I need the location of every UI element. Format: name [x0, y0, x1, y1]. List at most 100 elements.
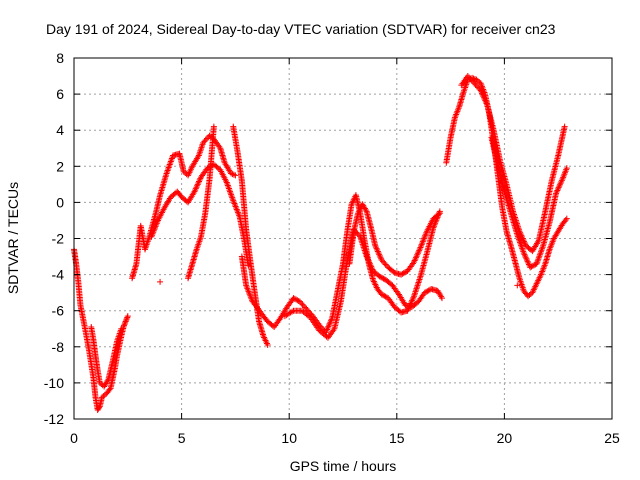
- data-point: [381, 292, 388, 299]
- data-point: [480, 94, 487, 101]
- data-point: [121, 321, 128, 328]
- data-point: [373, 245, 380, 252]
- data-point: [522, 252, 529, 259]
- data-point: [418, 241, 425, 248]
- data-point: [475, 84, 482, 91]
- data-point: [123, 315, 130, 322]
- data-point: [327, 317, 334, 324]
- data-points: [71, 73, 570, 413]
- data-point: [203, 135, 210, 142]
- data-point: [152, 223, 159, 230]
- data-point: [409, 297, 416, 304]
- data-point: [192, 185, 199, 192]
- data-point: [202, 136, 209, 143]
- data-point: [248, 295, 255, 302]
- data-point: [412, 254, 419, 261]
- data-point: [415, 248, 422, 255]
- data-point: [196, 177, 203, 184]
- data-point: [467, 75, 474, 82]
- data-point: [374, 247, 381, 254]
- y-tick-label: 6: [56, 86, 64, 102]
- data-point: [418, 243, 425, 250]
- data-point: [422, 231, 429, 238]
- data-point: [464, 73, 471, 80]
- data-point: [438, 295, 445, 302]
- data-point: [201, 138, 208, 145]
- data-point: [304, 307, 311, 314]
- data-point: [419, 238, 426, 245]
- data-point: [367, 262, 374, 269]
- data-point: [235, 210, 242, 217]
- data-point: [191, 188, 198, 195]
- data-point: [529, 262, 536, 269]
- chart-title: Day 191 of 2024, Sidereal Day-to-day VTE…: [46, 21, 556, 37]
- data-point: [473, 83, 480, 90]
- data-point: [481, 96, 488, 103]
- data-point: [556, 183, 563, 190]
- data-point: [398, 271, 405, 278]
- data-point: [555, 184, 562, 191]
- data-point: [421, 289, 428, 296]
- data-point: [423, 288, 430, 295]
- data-point: [525, 260, 532, 267]
- data-point: [293, 296, 300, 303]
- data-point: [264, 341, 271, 348]
- x-tick-label: 5: [178, 430, 186, 446]
- data-point: [121, 322, 128, 329]
- data-point: [196, 178, 203, 185]
- data-point: [232, 203, 239, 210]
- data-point: [400, 270, 407, 277]
- y-tick-label: 2: [56, 158, 64, 174]
- data-point: [325, 323, 332, 330]
- data-point: [479, 90, 486, 97]
- data-point: [527, 264, 534, 271]
- data-point: [149, 232, 156, 239]
- data-point: [390, 268, 397, 275]
- data-point: [408, 299, 415, 306]
- data-point: [366, 259, 373, 266]
- data-point: [378, 291, 385, 298]
- data-point: [300, 303, 307, 310]
- data-point: [519, 234, 526, 241]
- data-point: [436, 210, 443, 217]
- y-tick-label: -8: [52, 339, 65, 355]
- series-trace-e: [185, 123, 217, 282]
- data-point: [556, 181, 563, 188]
- data-point: [230, 199, 237, 206]
- data-point: [412, 256, 419, 263]
- data-point: [289, 308, 296, 315]
- data-point: [381, 260, 388, 267]
- data-point: [414, 251, 421, 258]
- data-point: [234, 207, 241, 214]
- data-point: [303, 305, 310, 312]
- data-point: [414, 250, 421, 257]
- data-point: [468, 77, 475, 84]
- data-point: [122, 318, 129, 325]
- x-tick-label: 20: [497, 430, 513, 446]
- data-point: [380, 292, 387, 299]
- data-point: [123, 317, 130, 324]
- data-point: [122, 319, 129, 326]
- data-point: [302, 304, 309, 311]
- data-point: [553, 188, 560, 195]
- data-point: [96, 404, 103, 411]
- series-trace-a: [71, 246, 131, 413]
- x-tick-label: 25: [604, 430, 620, 446]
- data-point: [479, 91, 486, 98]
- data-point: [232, 172, 239, 179]
- data-point: [480, 93, 487, 100]
- data-point: [364, 254, 371, 261]
- data-point: [362, 206, 369, 213]
- series-trace-b: [88, 323, 125, 390]
- data-point: [376, 251, 383, 258]
- data-point: [419, 240, 426, 247]
- y-tick-label: -4: [52, 267, 65, 283]
- grid: [74, 58, 612, 419]
- data-point: [382, 261, 389, 268]
- data-point: [477, 87, 484, 94]
- data-point: [233, 206, 240, 213]
- data-point: [523, 255, 530, 262]
- data-point: [124, 313, 131, 320]
- data-point: [524, 258, 531, 265]
- data-point: [195, 179, 202, 186]
